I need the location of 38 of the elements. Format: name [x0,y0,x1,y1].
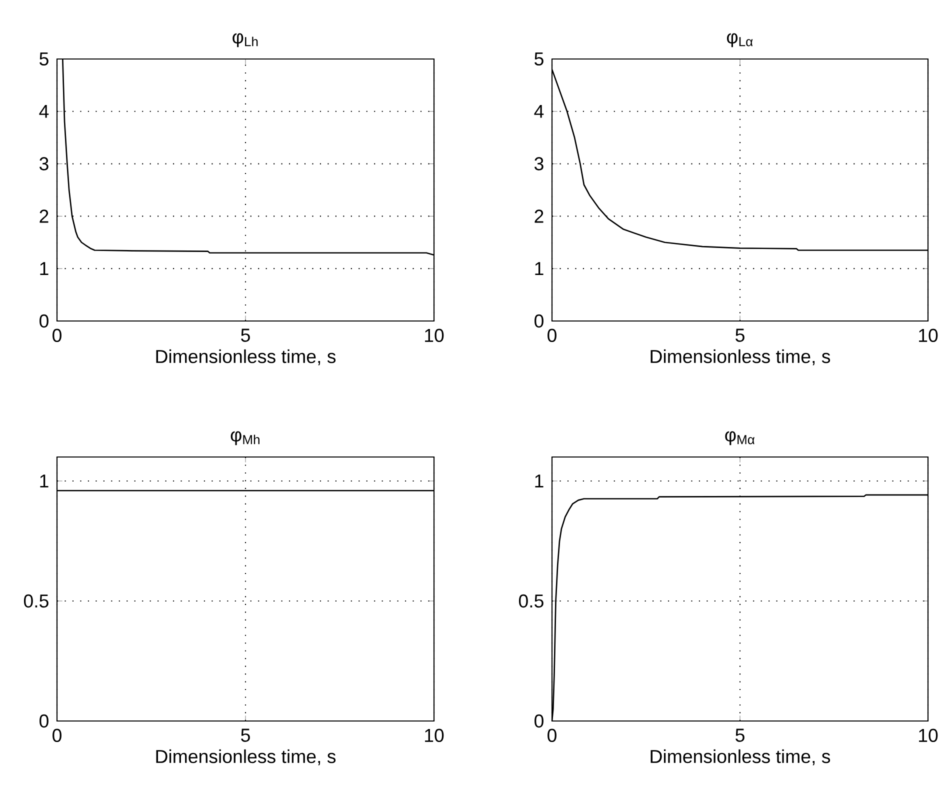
chart-title: φ$_{Lh}$ [232,33,258,48]
x-axis-title: Dimensionless time, s [156,749,336,766]
y-tick-label: 1 [40,474,48,488]
y-tick-label: 0 [40,314,48,328]
y-tick-label: 0.5 [24,594,48,608]
y-tick-label: 1 [535,262,544,276]
x-tick-label: 0 [52,328,62,342]
y-tick-label: 0 [40,714,48,728]
x-axis-title: Dimensionless time, s [156,349,336,366]
y-tick-label: 4 [534,104,544,118]
y-tick-label: 4 [39,104,49,118]
x-tick-label: 5 [736,728,744,742]
y-tick-label: 5 [534,52,544,66]
x-tick-label: 5 [241,328,250,342]
y-tick-label: 3 [534,157,544,170]
y-tick-label: 1 [535,474,544,488]
chart-title: φ$_{Mα}$ [725,431,755,446]
y-tick-label: 3 [40,157,48,170]
y-tick-label: 0 [534,314,544,328]
x-tick-label: 5 [736,328,744,342]
x-tick-label: 10 [919,328,938,342]
x-axis-title: Dimensionless time, s [650,349,830,366]
y-tick-label: 0 [534,714,544,728]
chart-title: φ$_{Mh}$ [230,431,260,446]
x-tick-label: 5 [241,728,250,742]
x-tick-label: 10 [919,728,938,742]
x-tick-label: 0 [548,328,556,342]
x-tick-label: 10 [425,328,444,342]
x-tick-label: 10 [425,728,444,742]
y-tick-label: 1 [40,262,48,276]
y-tick-label: 2 [40,210,48,223]
chart-title: φ$_{Lα}$ [726,33,753,48]
y-tick-label: 2 [534,210,544,223]
x-axis-title: Dimensionless time, s [650,749,830,766]
x-tick-label: 0 [52,728,62,742]
x-tick-label: 0 [548,728,556,742]
y-tick-label: 5 [40,52,48,66]
y-tick-label: 0.5 [518,594,544,608]
